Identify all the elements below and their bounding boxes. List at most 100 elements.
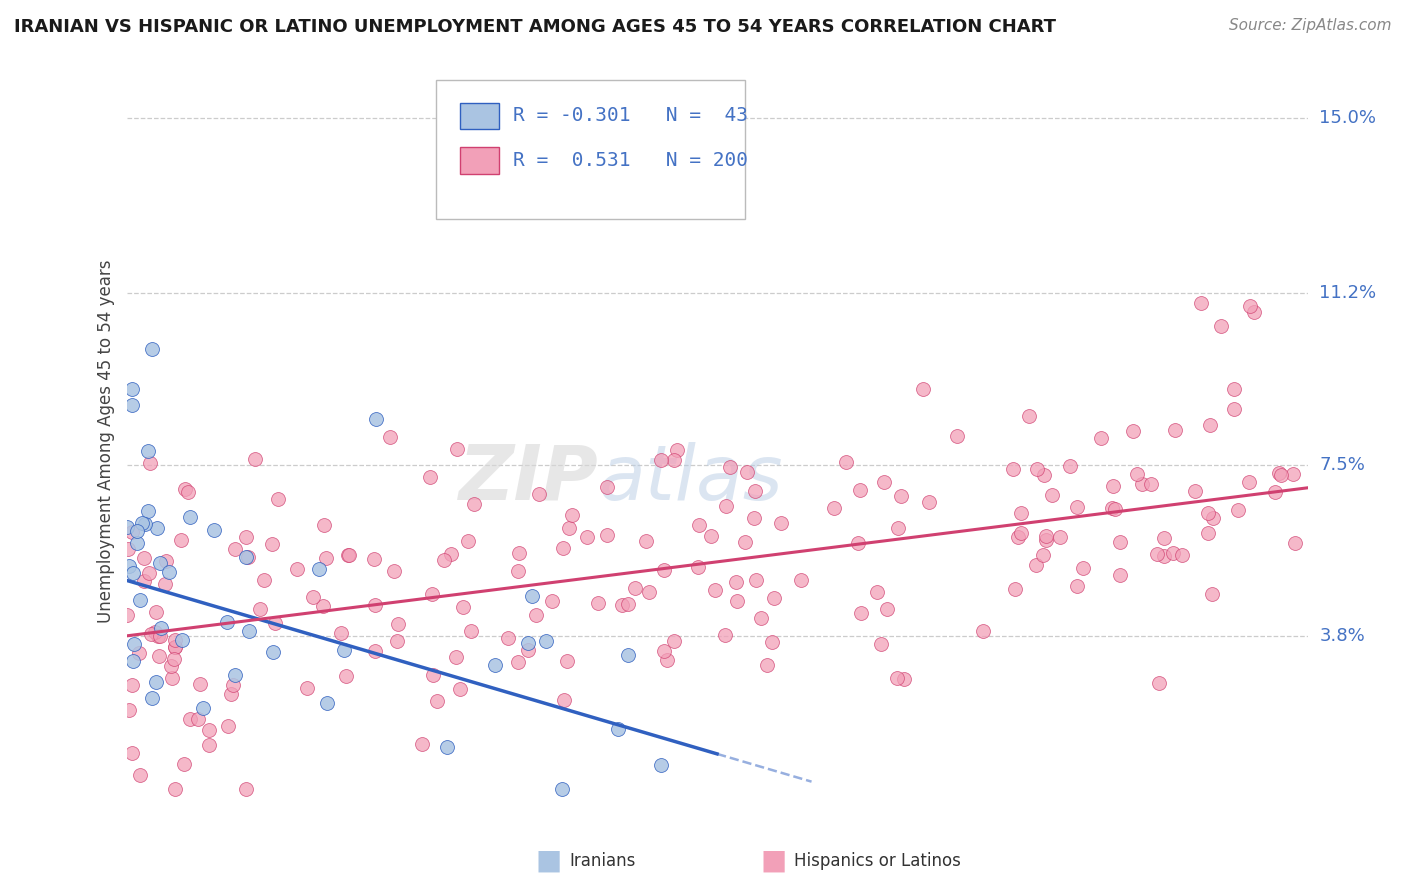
Point	[217, 719, 239, 733]
Point	[846, 536, 869, 550]
Point	[176, 484, 198, 499]
Point	[121, 746, 143, 760]
Point	[337, 548, 360, 562]
Point	[1199, 417, 1222, 432]
Point	[734, 535, 756, 549]
Point	[411, 738, 433, 752]
Point	[121, 524, 143, 539]
Point	[463, 497, 485, 511]
Point	[444, 650, 467, 665]
Point	[496, 631, 519, 645]
Point	[122, 654, 145, 668]
Point	[1109, 568, 1132, 582]
Point	[121, 382, 143, 396]
Point	[1284, 536, 1306, 550]
Point	[725, 574, 748, 589]
Point	[363, 599, 385, 613]
Text: 7.5%: 7.5%	[1319, 456, 1365, 474]
Point	[436, 739, 458, 754]
Point	[235, 530, 257, 544]
Point	[1243, 305, 1265, 319]
Point	[364, 412, 387, 426]
Point	[1147, 676, 1170, 690]
Point	[138, 566, 160, 581]
Point	[524, 608, 547, 623]
Point	[617, 597, 640, 611]
Point	[285, 562, 308, 576]
Point	[735, 465, 758, 479]
Point	[363, 552, 385, 566]
Point	[1197, 526, 1219, 541]
Point	[744, 484, 766, 499]
Point	[550, 781, 572, 796]
Point	[219, 687, 242, 701]
Point	[638, 585, 661, 599]
Point	[1202, 511, 1225, 525]
Point	[1197, 507, 1219, 521]
Point	[561, 508, 583, 523]
Point	[1108, 535, 1130, 549]
Point	[727, 594, 749, 608]
Point	[1209, 318, 1232, 333]
Text: Hispanics or Latinos: Hispanics or Latinos	[794, 852, 962, 870]
Point	[873, 475, 896, 489]
Point	[117, 520, 139, 534]
Point	[333, 642, 356, 657]
Point	[128, 593, 150, 607]
Point	[460, 624, 482, 639]
Point	[1007, 530, 1029, 544]
Point	[652, 564, 675, 578]
Point	[1001, 462, 1024, 476]
Point	[134, 517, 156, 532]
Point	[534, 633, 557, 648]
Point	[1059, 459, 1081, 474]
Point	[1189, 295, 1212, 310]
Point	[121, 678, 143, 692]
Point	[170, 632, 193, 647]
Point	[420, 587, 443, 601]
Point	[714, 628, 737, 642]
Point	[718, 459, 741, 474]
Point	[262, 645, 284, 659]
Point	[555, 654, 578, 668]
Point	[1267, 466, 1289, 480]
Text: Source: ZipAtlas.com: Source: ZipAtlas.com	[1229, 18, 1392, 33]
Point	[650, 758, 672, 772]
Point	[835, 455, 858, 469]
Point	[553, 541, 575, 555]
Point	[364, 644, 387, 658]
Point	[1130, 477, 1153, 491]
Point	[238, 550, 260, 565]
Point	[886, 521, 908, 535]
Point	[1066, 500, 1088, 514]
Point	[770, 516, 793, 530]
Point	[198, 738, 221, 752]
Point	[224, 667, 246, 681]
Text: 15.0%: 15.0%	[1319, 109, 1376, 127]
Point	[165, 633, 187, 648]
Point	[262, 536, 284, 550]
Text: IRANIAN VS HISPANIC OR LATINO UNEMPLOYMENT AMONG AGES 45 TO 54 YEARS CORRELATION: IRANIAN VS HISPANIC OR LATINO UNEMPLOYME…	[14, 18, 1056, 36]
Point	[121, 398, 143, 412]
Point	[128, 646, 150, 660]
Point	[122, 566, 145, 580]
Point	[157, 565, 180, 579]
Point	[163, 640, 186, 654]
Point	[848, 483, 870, 497]
Point	[153, 576, 176, 591]
Point	[146, 628, 169, 642]
Point	[1222, 382, 1244, 396]
Point	[148, 649, 170, 664]
Point	[484, 658, 506, 673]
Point	[823, 500, 845, 515]
Point	[595, 480, 617, 494]
Point	[688, 517, 710, 532]
Point	[302, 590, 325, 604]
Point	[149, 621, 172, 635]
Point	[202, 523, 225, 537]
Point	[517, 643, 540, 657]
Point	[634, 533, 657, 548]
Point	[335, 669, 357, 683]
Point	[134, 574, 156, 588]
Point	[506, 564, 529, 578]
